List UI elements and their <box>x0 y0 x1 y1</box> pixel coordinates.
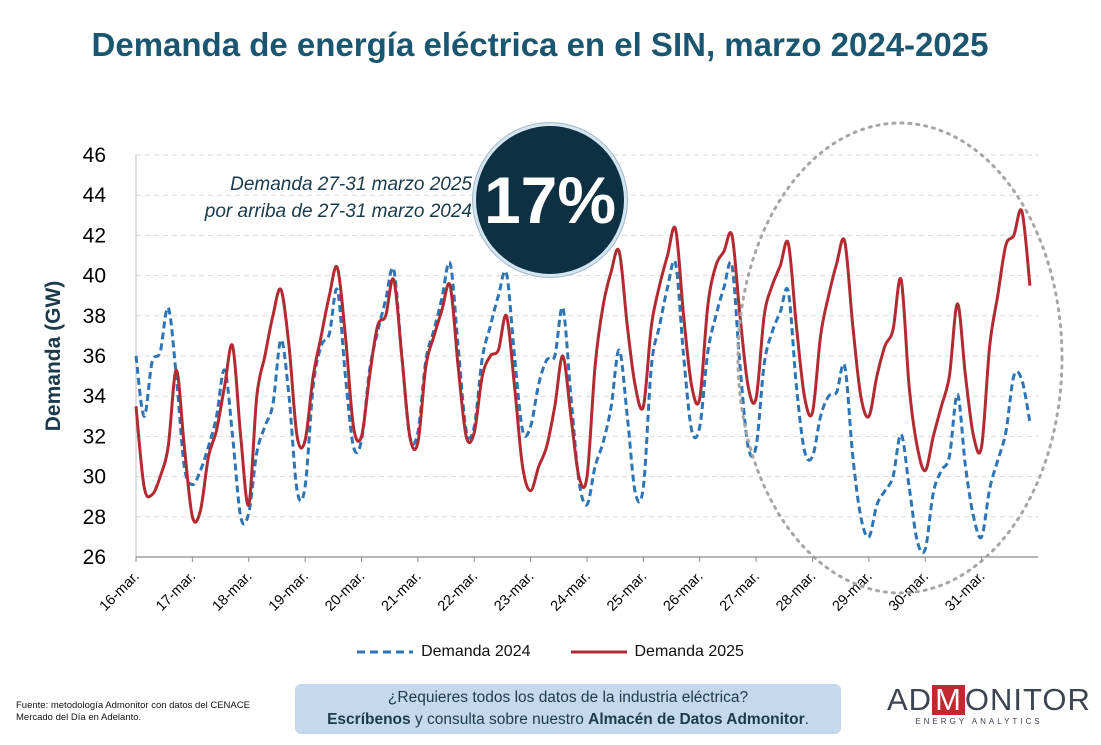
legend-swatch-2025 <box>570 650 627 654</box>
series-line-2025 <box>134 208 1032 524</box>
x-tick-label: 16-mar. <box>97 569 143 615</box>
legend-swatch-2024 <box>357 650 414 654</box>
y-tick-label: 32 <box>83 425 106 448</box>
y-tick-label: 30 <box>83 466 106 489</box>
x-tick-label: 28-mar. <box>773 569 819 615</box>
highlight-ellipse <box>736 121 1064 595</box>
admonitor-logo: ADMONITOR ENERGY ANALYTICS <box>887 682 1090 727</box>
x-tick-label: 18-mar. <box>209 569 255 615</box>
y-tick-label: 38 <box>83 305 106 328</box>
x-tick-label: 20-mar. <box>322 569 368 615</box>
x-tick-label: 19-mar. <box>266 569 312 615</box>
legend-label-2024: Demanda 2024 <box>421 643 531 660</box>
call-to-action-banner[interactable]: ¿Requieres todos los datos de la industr… <box>295 684 841 734</box>
x-tick-label: 31-mar. <box>942 569 988 615</box>
source-line-1: Fuente: metodología Admonitor con datos … <box>16 700 250 711</box>
cta-line-1: ¿Requieres todos los datos de la industr… <box>387 689 749 706</box>
y-tick-label: 26 <box>83 546 106 569</box>
cta-datastore-link[interactable]: Almacén de Datos Admonitor <box>588 711 805 728</box>
x-tick-label: 25-mar. <box>604 569 650 615</box>
legend-item-2024: Demanda 2024 <box>357 643 531 661</box>
legend-label-2025: Demanda 2025 <box>634 643 744 660</box>
x-tick-label: 17-mar. <box>153 569 199 615</box>
y-tick-label: 40 <box>83 265 106 288</box>
percentage-badge: 17% <box>473 123 627 277</box>
x-tick-label: 22-mar. <box>435 569 481 615</box>
x-tick-label: 29-mar. <box>830 569 876 615</box>
y-tick-label: 36 <box>83 345 106 368</box>
annotation-line-2: por arriba de 27-31 marzo 2024 <box>204 201 472 222</box>
y-axis-label: Demanda (GW) <box>42 281 65 432</box>
x-tick-label: 26-mar. <box>660 569 706 615</box>
y-tick-label: 34 <box>83 385 107 408</box>
chart-legend: Demanda 2024 Demanda 2025 <box>0 643 1101 661</box>
legend-item-2025: Demanda 2025 <box>570 643 744 661</box>
cta-line-2: Escríbenos y consulta sobre nuestro Alma… <box>295 709 841 731</box>
x-tick-label: 23-mar. <box>491 569 537 615</box>
cta-end-text: . <box>804 711 809 728</box>
cta-contact-link[interactable]: Escríbenos <box>327 711 411 728</box>
logo-wordmark: ADMONITOR <box>887 682 1090 717</box>
source-note: Fuente: metodología Admonitor con datos … <box>16 700 250 724</box>
y-tick-label: 28 <box>83 506 106 529</box>
y-tick-label: 42 <box>83 224 106 247</box>
chart-title: Demanda de energía eléctrica en el SIN, … <box>91 26 989 63</box>
logo-tagline: ENERGY ANALYTICS <box>915 717 1043 726</box>
y-tick-label: 44 <box>83 184 107 207</box>
cta-mid-text: y consulta sobre nuestro <box>410 711 589 728</box>
x-tick-label: 27-mar. <box>717 569 763 615</box>
annotation-text: Demanda 27-31 marzo 2025 por arriba de 2… <box>150 171 472 225</box>
y-tick-label: 46 <box>83 144 106 167</box>
logo-text-right: ONITOR <box>964 682 1091 717</box>
logo-m-mark: M <box>932 684 965 715</box>
annotation-line-1: Demanda 27-31 marzo 2025 <box>230 174 472 195</box>
x-tick-label: 24-mar. <box>548 569 594 615</box>
source-line-2: Mercado del Día en Adelanto. <box>16 712 142 723</box>
x-tick-label: 21-mar. <box>379 569 425 615</box>
logo-text-left: AD <box>887 682 933 717</box>
